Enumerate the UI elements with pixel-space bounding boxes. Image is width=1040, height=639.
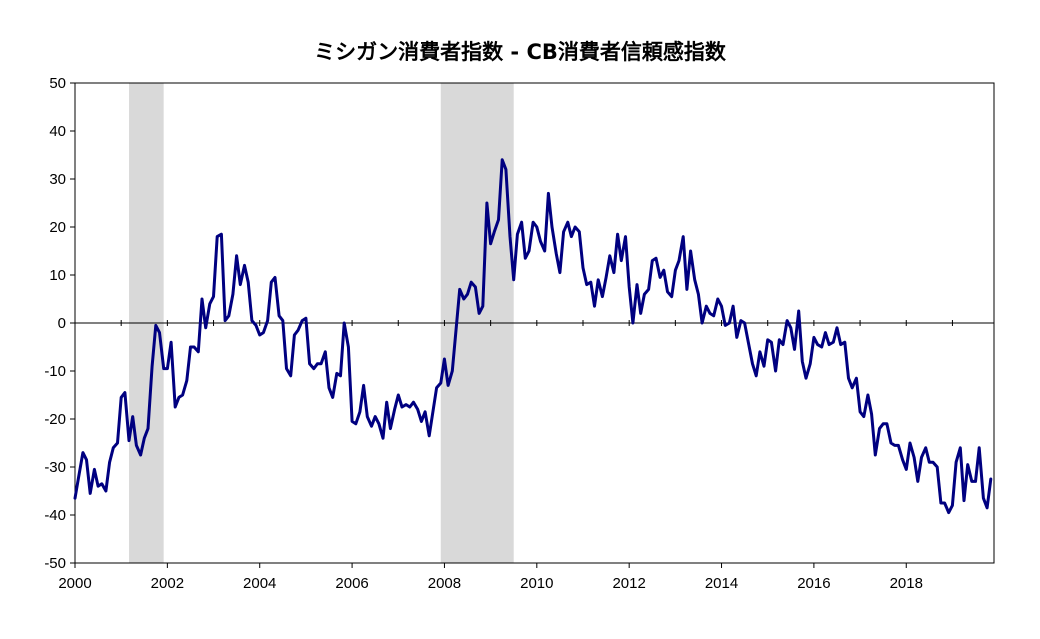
y-tick-label: 40 [49,123,66,140]
y-tick-label: -50 [44,555,66,572]
x-tick-label: 2004 [243,575,276,592]
y-tick-label: -20 [44,411,66,428]
x-tick-label: 2012 [612,575,645,592]
y-tick-label: 0 [58,315,66,332]
x-tick-label: 2002 [151,575,184,592]
x-tick-label: 2006 [335,575,368,592]
series-line-1 [73,158,993,515]
y-tick-label: -40 [44,507,66,524]
y-tick-label: 50 [49,75,66,92]
x-tick-label: 2014 [705,575,738,592]
series-layer [73,158,993,515]
x-tick-label: 2016 [797,575,830,592]
x-tick-label: 2000 [58,575,91,592]
y-tick-label: -30 [44,459,66,476]
zero-line-layer [75,320,994,326]
y-tick-label: 20 [49,219,66,236]
y-tick-label: -10 [44,363,66,380]
x-tick-label: 2008 [428,575,461,592]
chart-title: ミシガン消費者指数 - CB消費者信頼感指数 [314,40,726,64]
y-tick-label: 30 [49,171,66,188]
y-tick-label: 10 [49,267,66,284]
x-tick-label: 2018 [890,575,923,592]
x-axis: 2000 2002 2004 2006 2008 2010 2012 2014 2016 2018 [58,563,923,592]
y-axis: 50 40 30 20 10 0 -10 -20 -30 -40 -50 [44,75,75,572]
x-tick-label: 2010 [520,575,553,592]
